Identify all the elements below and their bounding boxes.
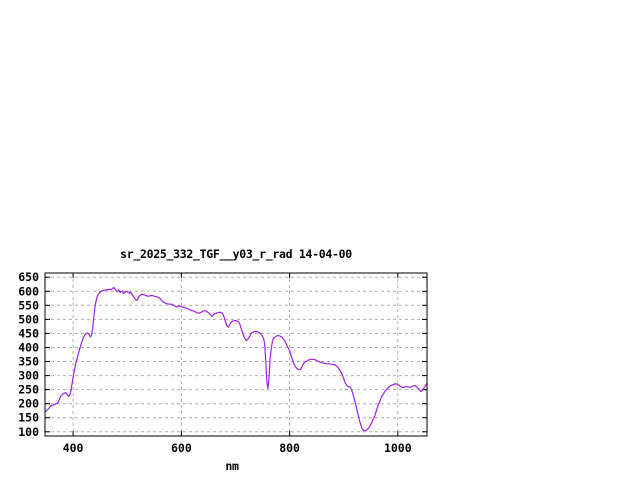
x-tick-label: 1000 [384, 441, 412, 455]
y-tick-label: 500 [18, 312, 39, 326]
y-tick-label: 200 [18, 397, 39, 411]
x-tick-label: 600 [171, 441, 192, 455]
spectrum-line [44, 287, 428, 432]
y-tick-label: 650 [18, 270, 39, 284]
y-tick-label: 450 [18, 326, 39, 340]
x-tick-label: 800 [279, 441, 300, 455]
y-tick-label: 600 [18, 284, 39, 298]
y-tick-label: 550 [18, 298, 39, 312]
y-tick-label: 100 [18, 425, 39, 439]
y-tick-label: 300 [18, 369, 39, 383]
x-axis-label: nm [225, 459, 239, 473]
y-tick-label: 150 [18, 411, 39, 425]
y-tick-label: 350 [18, 355, 39, 369]
plot-frame [44, 272, 428, 437]
y-tick-label: 250 [18, 383, 39, 397]
chart-title: sr_2025_332_TGF__y03_r_rad 14-04-00 [120, 247, 352, 261]
y-tick-label: 400 [18, 341, 39, 355]
x-tick-label: 400 [63, 441, 84, 455]
